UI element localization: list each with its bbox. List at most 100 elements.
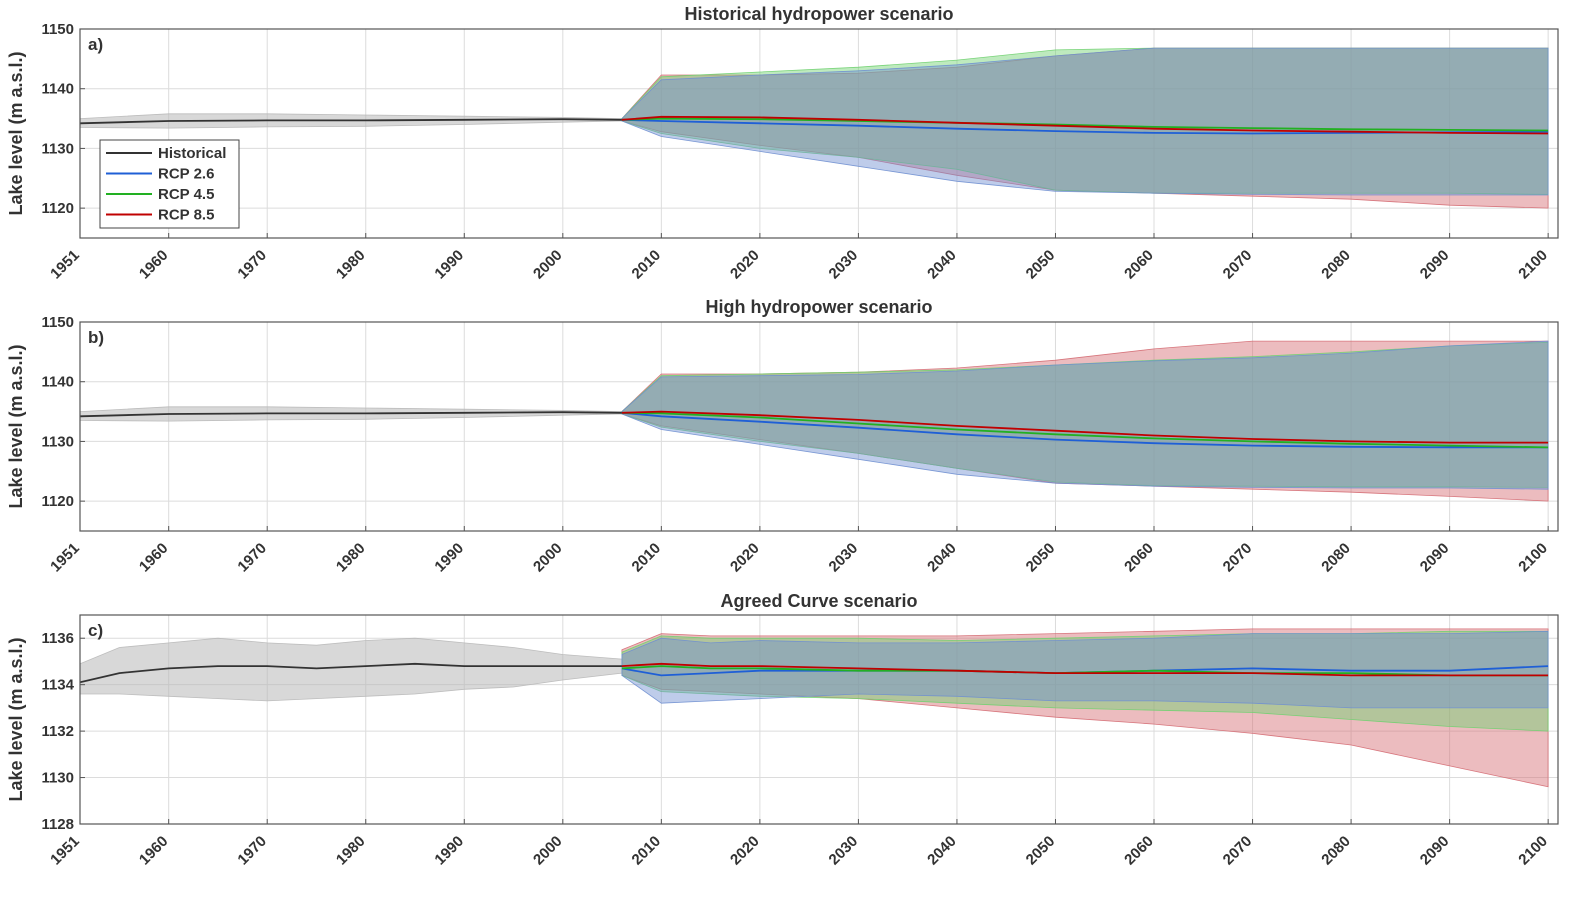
- x-tick-label: 2080: [1318, 540, 1354, 576]
- x-tick-label: 2060: [1121, 247, 1157, 283]
- line-historical: [80, 662, 622, 684]
- x-tick-label: 1951: [47, 247, 83, 283]
- x-tick-label: 2070: [1220, 833, 1256, 869]
- x-tick-label: 2000: [530, 833, 566, 869]
- x-tick-label: 2040: [924, 247, 960, 283]
- line-rcp-2-6: [621, 411, 1549, 449]
- panel-3: 1951 1960 1970 1980 1990 2000 2010 2020 2030 2040…: [6, 591, 1559, 869]
- x-tick-label: 2070: [1220, 247, 1256, 283]
- x-tick-label: 2010: [629, 247, 665, 283]
- panel-label: b): [88, 328, 104, 347]
- y-tick-label: 1150: [41, 314, 74, 331]
- y-axis-label: Lake level (m a.s.l.): [6, 637, 26, 801]
- line-rcp-8-5: [621, 662, 1549, 677]
- x-tick-label: 2030: [826, 833, 862, 869]
- line-rcp-4-5: [621, 117, 1549, 132]
- x-tick-label: 2050: [1023, 833, 1059, 869]
- x-tick-label: 2030: [826, 247, 862, 283]
- axes-frame: [79, 614, 1559, 825]
- y-tick-label: 1134: [41, 677, 74, 694]
- x-tick-label: 2010: [629, 540, 665, 576]
- x-tick-label: 1951: [47, 540, 83, 576]
- x-tick-label: 2050: [1023, 247, 1059, 283]
- x-tick-label: 1970: [234, 247, 270, 283]
- x-tick-label: 1990: [431, 540, 467, 576]
- chart-title: Historical hydropower scenario: [684, 4, 953, 24]
- x-tick-label: 2100: [1515, 833, 1551, 869]
- line-historical: [80, 411, 622, 418]
- plot-area: [80, 322, 1558, 531]
- y-tick-label: 1136: [41, 630, 74, 647]
- y-tick-label: 1130: [41, 140, 74, 157]
- x-tick-label: 2000: [530, 540, 566, 576]
- x-tick-label: 2040: [924, 833, 960, 869]
- x-tick-label: 2060: [1121, 833, 1157, 869]
- x-tick-label: 1960: [136, 540, 172, 576]
- axes-frame: [79, 321, 1559, 532]
- x-tick-label: 1980: [333, 833, 369, 869]
- y-tick-label: 1132: [41, 723, 74, 740]
- x-tick-label: 2080: [1318, 833, 1354, 869]
- x-tick-label: 2020: [727, 833, 763, 869]
- x-tick-label: 1990: [431, 247, 467, 283]
- x-tick-label: 2060: [1121, 540, 1157, 576]
- x-tick-label: 1970: [234, 540, 270, 576]
- axes-frame: [79, 28, 1559, 239]
- chart-title: High hydropower scenario: [705, 297, 932, 317]
- band-rcp-2-6: [621, 47, 1549, 196]
- x-tick-label: 2090: [1417, 540, 1453, 576]
- x-tick-label: 1960: [136, 833, 172, 869]
- chart-title: Agreed Curve scenario: [720, 591, 917, 611]
- plot-content: [80, 628, 1549, 788]
- x-tick-label: 2100: [1515, 247, 1551, 283]
- x-tick-label: 2040: [924, 540, 960, 576]
- band-rcp-8-5: [621, 340, 1549, 502]
- y-axis-label: Lake level (m a.s.l.): [6, 51, 26, 215]
- plot-content: [80, 47, 1549, 209]
- y-tick-label: 1130: [41, 770, 74, 787]
- x-tick-label: 2010: [629, 833, 665, 869]
- panel-2: 1951 1960 1970 1980 1990 2000 2010 2020 2030 2040…: [6, 297, 1559, 576]
- panel-1: 1951 1960 1970 1980 1990 2000 2010 2020 2030 2040…: [6, 4, 1559, 283]
- band-rcp-2-6: [621, 340, 1549, 490]
- line-rcp-4-5: [621, 411, 1549, 449]
- x-tick-label: 1990: [431, 833, 467, 869]
- legend-entry: RCP 4.5: [158, 186, 214, 203]
- x-tick-label: 2020: [727, 540, 763, 576]
- line-rcp-8-5: [621, 410, 1549, 444]
- legend-entry: RCP 2.6: [158, 166, 214, 183]
- x-tick-label: 1980: [333, 247, 369, 283]
- line-historical: [80, 118, 622, 125]
- y-tick-label: 1128: [41, 816, 74, 833]
- line-rcp-8-5: [621, 115, 1549, 135]
- x-tick-label: 2100: [1515, 540, 1551, 576]
- y-tick-label: 1120: [41, 200, 74, 217]
- legend: Historical RCP 2.6 RCP 4.5 RCP 8.5: [99, 139, 240, 229]
- x-tick-label: 2090: [1417, 247, 1453, 283]
- x-tick-label: 1980: [333, 540, 369, 576]
- panel-label: c): [88, 621, 103, 640]
- x-tick-label: 2080: [1318, 247, 1354, 283]
- x-tick-label: 2090: [1417, 833, 1453, 869]
- x-tick-label: 1951: [47, 833, 83, 869]
- x-tick-label: 2050: [1023, 540, 1059, 576]
- y-tick-label: 1130: [41, 433, 74, 450]
- x-tick-label: 2020: [727, 247, 763, 283]
- y-tick-label: 1120: [41, 493, 74, 510]
- y-tick-label: 1140: [41, 81, 74, 98]
- legend-entry: Historical: [158, 145, 226, 162]
- panel-label: a): [88, 35, 103, 54]
- y-axis-label: Lake level (m a.s.l.): [6, 344, 26, 508]
- x-tick-label: 1970: [234, 833, 270, 869]
- x-tick-label: 2030: [826, 540, 862, 576]
- x-tick-label: 2000: [530, 247, 566, 283]
- band-rcp-2-6: [621, 630, 1549, 709]
- x-tick-label: 2070: [1220, 540, 1256, 576]
- band-rcp-8-5: [621, 47, 1549, 209]
- y-tick-label: 1150: [41, 21, 74, 38]
- legend-box: [99, 139, 240, 229]
- plot-content: [80, 340, 1549, 502]
- legend-entry: RCP 8.5: [158, 207, 214, 224]
